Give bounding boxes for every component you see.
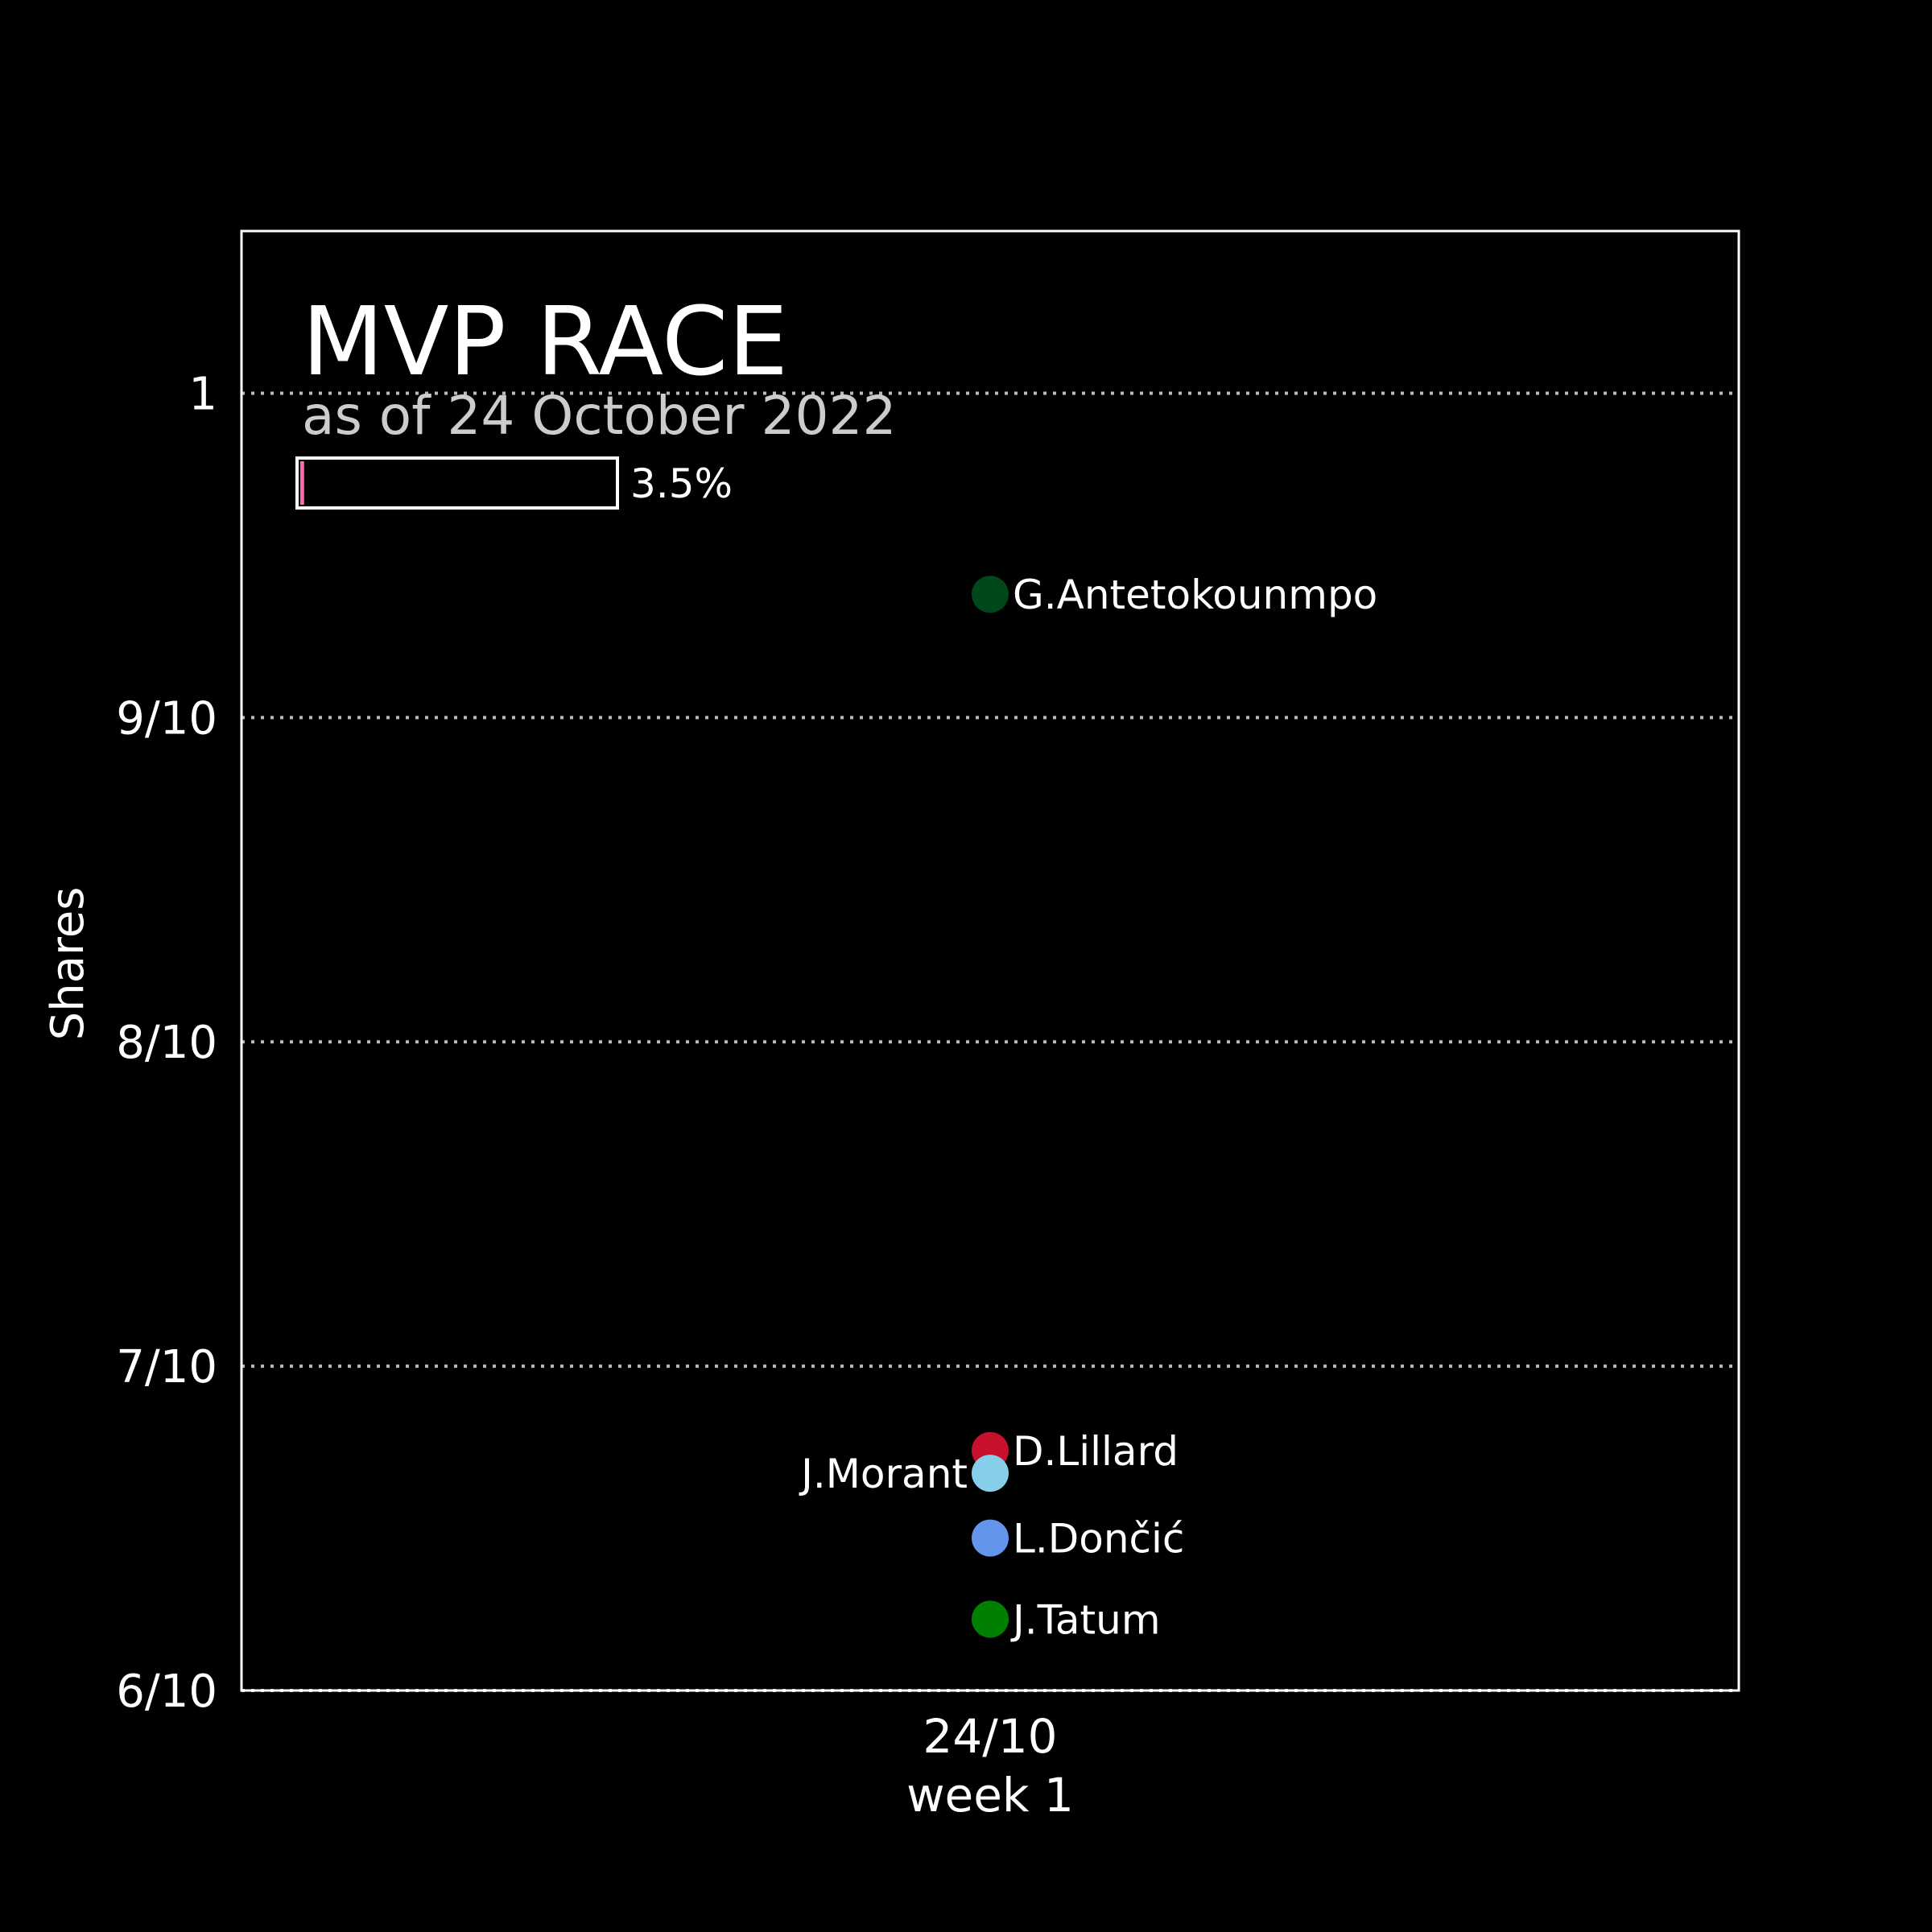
data-point <box>972 1455 1009 1492</box>
y-tick-labels: 6/10 7/10 8/10 9/10 1 <box>116 368 217 1718</box>
y-tick-label: 9/10 <box>116 692 217 745</box>
x-tick-label: 24/10 <box>923 1709 1057 1764</box>
progress-bar: 3.5% <box>295 456 733 510</box>
chart-title: MVP RACE <box>302 286 788 397</box>
data-points: G.Antetokounmpo D.Lillard J.Morant L.Dončić… <box>799 572 1377 1643</box>
progress-bar-frame <box>295 456 619 510</box>
y-tick-label: 8/10 <box>116 1017 217 1069</box>
point-label: G.Antetokounmpo <box>1013 572 1377 618</box>
point-label: J.Tatum <box>1010 1596 1161 1643</box>
plot-frame <box>240 229 1740 1692</box>
y-tick-label: 1 <box>188 368 217 420</box>
progress-bar-fill <box>300 461 304 505</box>
progress-label: 3.5% <box>630 460 733 507</box>
point-label: J.Morant <box>799 1451 968 1497</box>
y-axis-label: Shares <box>42 887 94 1041</box>
chart-subtitle: as of 24 October 2022 <box>302 385 896 447</box>
y-tick-label: 6/10 <box>116 1666 217 1718</box>
data-point <box>972 1519 1009 1557</box>
point-label: L.Dončić <box>1013 1516 1184 1563</box>
y-tick-label: 7/10 <box>116 1341 217 1393</box>
point-label: D.Lillard <box>1013 1428 1179 1475</box>
data-point <box>972 576 1009 613</box>
data-point <box>972 1600 1009 1638</box>
x-tick-week-label: week 1 <box>906 1768 1074 1823</box>
